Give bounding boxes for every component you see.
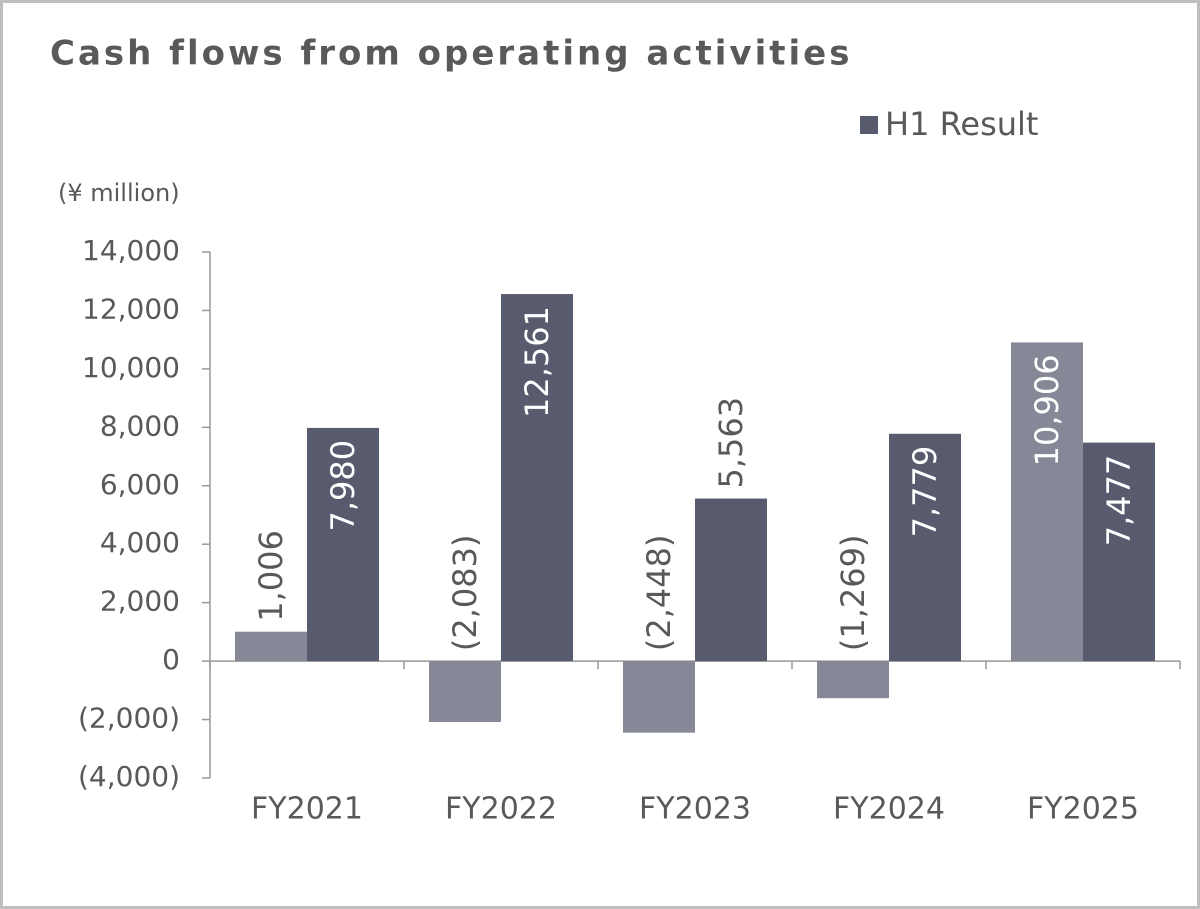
data-label: 5,563 [712, 397, 750, 489]
bar [235, 631, 307, 662]
data-label: (2,448) [640, 535, 678, 652]
data-label: 1,006 [252, 530, 290, 622]
y-tick-label: 8,000 [100, 409, 180, 442]
x-tick-label: FY2021 [251, 792, 363, 827]
bar [501, 294, 573, 662]
x-tick-label: FY2024 [833, 792, 945, 827]
data-label: (1,269) [834, 535, 872, 652]
bar [623, 661, 695, 733]
y-tick-label: (4,000) [78, 760, 180, 793]
bar [429, 661, 501, 722]
legend-label: H1 Result [885, 105, 1038, 143]
y-tick-label: 12,000 [82, 292, 180, 325]
y-tick-label: 2,000 [100, 585, 180, 618]
data-label: 7,779 [906, 446, 944, 538]
data-label: (2,083) [446, 535, 484, 652]
data-label: 10,906 [1028, 354, 1066, 466]
data-label: 7,980 [324, 440, 362, 532]
chart-title: Cash flows from operating activities [50, 34, 852, 74]
data-label: 7,477 [1100, 455, 1138, 547]
y-unit: (¥ million) [58, 179, 180, 207]
bar [817, 661, 889, 699]
x-tick-label: FY2023 [639, 792, 751, 827]
bar [307, 427, 379, 662]
y-tick-label: 10,000 [82, 351, 180, 384]
y-tick-label: 0 [162, 643, 180, 676]
bar [1011, 342, 1083, 662]
bar [695, 498, 767, 662]
y-tick-label: 14,000 [82, 234, 180, 267]
x-tick-label: FY2025 [1027, 792, 1139, 827]
x-tick-label: FY2022 [445, 792, 557, 827]
y-tick-label: (2,000) [78, 702, 180, 735]
y-tick-label: 4,000 [100, 526, 180, 559]
legend-swatch [860, 116, 878, 134]
bar [889, 433, 961, 662]
bar [1083, 442, 1155, 662]
y-tick-label: 6,000 [100, 468, 180, 501]
data-label: 12,561 [518, 306, 556, 418]
